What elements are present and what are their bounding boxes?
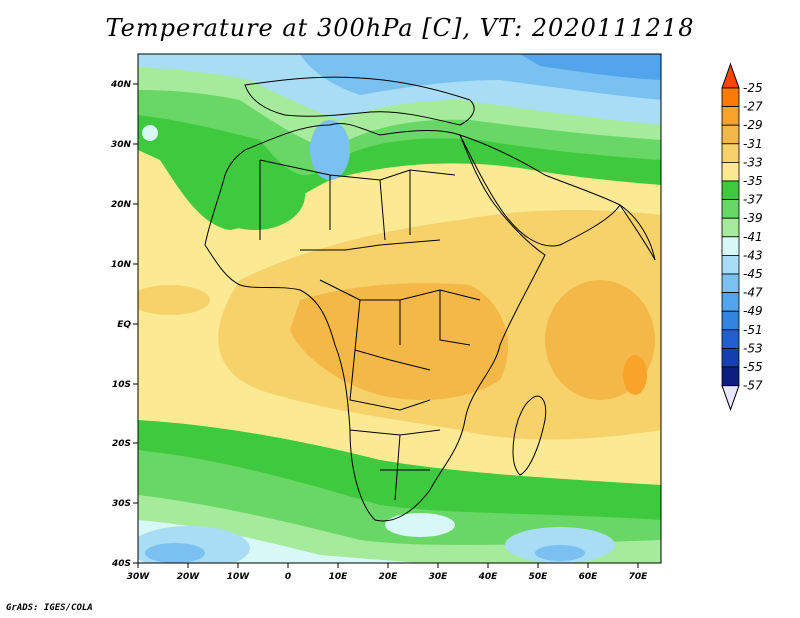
warm-core-africa xyxy=(290,283,509,400)
cold-pool-se-core xyxy=(535,545,585,561)
colorbar-label: -49 xyxy=(743,304,763,318)
lon-label-70e: 70E xyxy=(629,572,649,582)
colorbar-label: -43 xyxy=(743,248,763,262)
colorbar-box xyxy=(721,236,740,256)
borders-south xyxy=(349,429,441,501)
map-title: Temperature at 300hPa [C], VT: 202011121… xyxy=(105,14,695,42)
colorbar-bottom-arrow xyxy=(721,385,740,412)
lat-label-40n: 40N xyxy=(110,80,132,90)
lat-label-eq: EQ xyxy=(117,320,131,330)
cold-pool-sc xyxy=(385,513,455,537)
lat-label-10s: 10S xyxy=(112,380,131,390)
lat-label-40s: 40S xyxy=(111,559,131,569)
color-bar: -25 -27 -29 -31 -33 -35 -37 -39 -41 -43 -45 -47 -49 -… xyxy=(721,62,763,412)
lat-label-10n: 10N xyxy=(111,260,132,270)
lon-label-40e: 40E xyxy=(478,572,499,582)
borders-central xyxy=(319,279,481,411)
cold-pool-sw-core xyxy=(145,543,205,563)
colorbar-box xyxy=(721,292,740,312)
lon-label-0: 0 xyxy=(285,572,291,582)
colorbar-label: -33 xyxy=(743,155,763,169)
colorbar-label: -53 xyxy=(743,341,763,355)
sahara-green xyxy=(205,160,305,230)
grads-credit: GrADS: IGES/COLA xyxy=(6,603,93,613)
colorbar-box xyxy=(721,329,740,349)
colorbar-label: -39 xyxy=(743,211,763,225)
lat-label-20n: 20N xyxy=(111,200,132,210)
lon-label-60e: 60E xyxy=(579,572,599,582)
cold-tongue-med xyxy=(310,120,350,180)
axis-ticks xyxy=(133,83,639,568)
lat-label-20s: 20S xyxy=(112,439,131,449)
colorbar-label: -31 xyxy=(743,137,763,151)
lon-label-10w: 10W xyxy=(227,572,251,582)
lon-label-20e: 20E xyxy=(379,572,399,582)
colorbar-box xyxy=(721,273,740,294)
arabia-coast xyxy=(459,134,621,247)
lon-label-30w: 30W xyxy=(127,572,151,582)
lon-label-10e: 10E xyxy=(329,572,349,582)
warm-spot-indian xyxy=(623,355,647,395)
colorbar-box xyxy=(721,87,740,108)
india-coast xyxy=(619,204,656,261)
colorbar-label: -57 xyxy=(743,379,763,393)
colorbar-label: -29 xyxy=(743,118,763,132)
colorbar-box xyxy=(721,366,740,387)
lon-label-20w: 20W xyxy=(177,572,201,582)
lat-label-30s: 30S xyxy=(112,499,131,509)
colorbar-label: -35 xyxy=(743,174,763,188)
lon-label-30e: 30E xyxy=(429,572,449,582)
colorbar-box xyxy=(721,161,740,182)
colorbar-label: -45 xyxy=(743,267,763,281)
africa-coastline xyxy=(204,122,546,522)
colorbar-label: -27 xyxy=(743,100,763,114)
lon-label-50e: 50E xyxy=(529,572,549,582)
colorbar-label: -55 xyxy=(743,360,763,374)
colorbar-box xyxy=(721,310,740,331)
colorbar-box xyxy=(721,106,740,126)
warm-core-atlantic xyxy=(138,285,210,315)
band-north-deepblue xyxy=(520,54,661,80)
colorbar-label: -51 xyxy=(743,323,763,337)
coastlines xyxy=(204,76,656,522)
madagascar-coast xyxy=(512,395,547,476)
colorbar-box xyxy=(721,199,740,219)
borders-north xyxy=(259,159,456,251)
lon-labels: 30W 20W 10W 0 10E 20E 30E 40E 50E 60E 70… xyxy=(127,572,648,582)
lat-label-30n: 30N xyxy=(111,140,132,150)
colorbar-box xyxy=(721,143,740,163)
colorbar-label: -25 xyxy=(743,81,763,95)
colorbar-top-arrow xyxy=(721,62,740,89)
map-frame xyxy=(137,53,662,564)
lat-labels: 40N 30N 20N 10N EQ 10S 20S 30S 40S xyxy=(110,80,132,569)
colorbar-box xyxy=(721,124,740,145)
cold-spot-atlantic xyxy=(142,125,158,141)
colorbar-label: -37 xyxy=(743,193,763,207)
colorbar-box xyxy=(721,254,740,275)
europe-coast xyxy=(244,76,475,126)
colorbar-box xyxy=(721,180,740,201)
colorbar-label: -41 xyxy=(743,230,763,244)
colorbar-box xyxy=(721,347,740,368)
colorbar-label: -47 xyxy=(743,286,763,300)
colorbar-box xyxy=(721,217,740,238)
